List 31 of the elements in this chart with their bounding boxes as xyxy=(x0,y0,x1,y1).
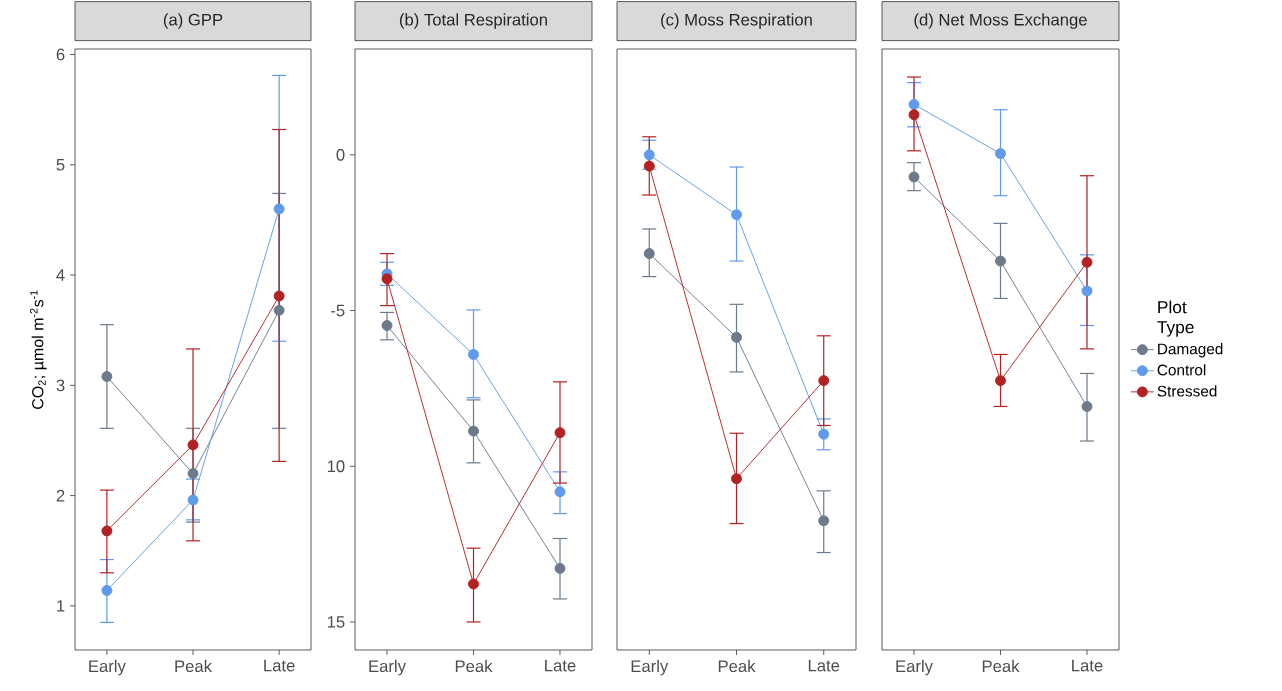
chart-title: (c) Moss Respiration xyxy=(661,13,812,29)
legend-title: Plot Type xyxy=(1157,300,1194,337)
x-tick-label: Peak xyxy=(455,659,493,673)
y-tick-label: 6 xyxy=(56,48,65,61)
x-tick-label: Early xyxy=(369,659,406,676)
chart-title: (d) Net Moss Exchange xyxy=(914,13,1087,29)
x-tick-label: Early xyxy=(896,659,933,676)
y-tick-label: 3 xyxy=(56,379,65,392)
chart-title: (b) Total Respiration xyxy=(399,13,547,29)
y-tick-label: 15 xyxy=(327,616,345,628)
chart-title: (a) GPP xyxy=(163,13,223,29)
x-tick-label: Late xyxy=(1072,659,1103,672)
x-tick-label: Peak xyxy=(718,659,756,673)
x-tick-label: Peak xyxy=(175,659,213,673)
x-tick-label: Late xyxy=(264,659,295,672)
x-tick-label: Early xyxy=(89,659,126,676)
legend-label: Damaged xyxy=(1158,343,1223,358)
y-tick-label: 4 xyxy=(56,269,65,281)
y-tick-label: 10 xyxy=(327,460,345,473)
y-tick-label: 5 xyxy=(56,158,65,171)
x-tick-label: Late xyxy=(545,659,576,672)
legend-label: Control xyxy=(1157,364,1206,376)
y-tick-label: 1 xyxy=(57,600,65,612)
y-tick-label: 0 xyxy=(336,148,345,161)
x-tick-label: Peak xyxy=(982,659,1020,673)
x-tick-label: Late xyxy=(808,659,840,672)
y-tick-label: 2 xyxy=(56,489,65,502)
x-tick-label: Early xyxy=(631,659,669,676)
legend-label: Stressed xyxy=(1157,385,1217,397)
y-axis-title: CO$_{2}$; µmol m$^{-2}$s$^{-1}$ xyxy=(30,290,47,409)
y-tick-label: -5 xyxy=(331,304,345,317)
